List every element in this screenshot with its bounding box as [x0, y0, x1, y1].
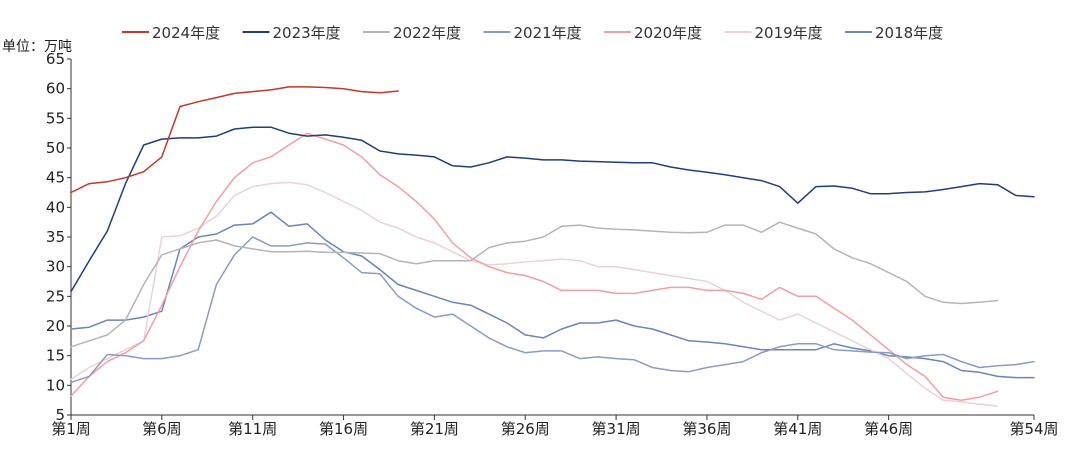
- y-tick-label: 40: [46, 198, 65, 216]
- legend-item-2022: 2022年度: [363, 24, 461, 42]
- y-tick-label: 30: [46, 258, 65, 276]
- y-tick-label: 45: [46, 169, 65, 187]
- y-tick-label: 60: [46, 80, 65, 98]
- x-tick-label: 第31周: [592, 420, 641, 438]
- y-tick-label: 25: [46, 287, 65, 305]
- series-lines: [70, 86, 1035, 407]
- chart-legend: 2024年度 2023年度 2022年度 2021年度 2020年度 2019年度 2018…: [122, 24, 943, 42]
- legend-item-2023: 2023年度: [242, 24, 341, 42]
- legend-label: 2021年度: [514, 24, 582, 42]
- y-tick-label: 5: [55, 406, 65, 424]
- x-tick-label: 第36周: [682, 420, 731, 438]
- x-axis-ticks: 第1周 第6周 第11周 第16周 第21周 第26周 第31周 第36周 第41周 第46周 第5…: [51, 415, 1059, 438]
- x-tick-label: 第11周: [228, 420, 277, 438]
- x-tick-label: 第46周: [864, 420, 913, 438]
- legend-label: 2022年度: [393, 24, 461, 42]
- x-tick-label: 第41周: [773, 420, 822, 438]
- series-line-2020: [70, 132, 999, 401]
- legend-item-2021: 2021年度: [483, 24, 582, 42]
- y-tick-label: 65: [46, 50, 65, 68]
- y-axis-unit-label: 单位：万吨: [2, 39, 72, 55]
- legend-label: 2018年度: [875, 24, 943, 42]
- x-tick-label: 第6周: [142, 420, 182, 438]
- y-tick-label: 55: [46, 109, 65, 127]
- y-axis-ticks: 5 10 15 20 25 30 35 40 45 50 55 60 65: [46, 50, 71, 424]
- legend-label: 2020年度: [634, 24, 702, 42]
- x-tick-label: 第16周: [319, 420, 368, 438]
- y-tick-label: 35: [46, 228, 65, 246]
- legend-item-2024: 2024年度: [122, 24, 220, 42]
- series-line-2024: [70, 86, 399, 194]
- y-tick-label: 10: [46, 376, 65, 394]
- legend-label: 2024年度: [152, 24, 220, 42]
- x-tick-label: 第21周: [410, 420, 459, 438]
- legend-item-2019: 2019年度: [724, 24, 823, 42]
- y-tick-label: 15: [46, 347, 65, 365]
- series-line-2019: [70, 181, 999, 407]
- series-line-2023: [70, 126, 1035, 293]
- y-tick-label: 50: [46, 139, 65, 157]
- series-line-2022: [70, 221, 999, 348]
- series-line-2021: [70, 236, 1035, 384]
- legend-label: 2019年度: [755, 24, 823, 42]
- y-tick-label: 20: [46, 317, 65, 335]
- x-tick-label: 第54周: [1009, 420, 1058, 438]
- legend-item-2018: 2018年度: [845, 24, 943, 42]
- legend-label: 2023年度: [273, 24, 341, 42]
- legend-item-2020: 2020年度: [604, 24, 702, 42]
- x-tick-label: 第26周: [501, 420, 550, 438]
- x-tick-label: 第1周: [51, 420, 91, 438]
